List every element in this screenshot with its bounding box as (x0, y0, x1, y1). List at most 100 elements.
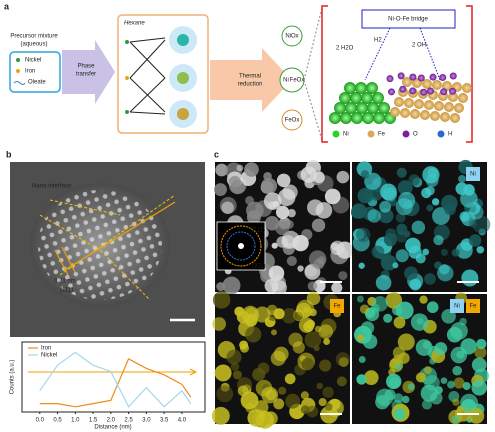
ni-atom (350, 92, 362, 104)
particle (237, 385, 249, 397)
particle (322, 386, 334, 398)
particle (474, 346, 487, 359)
ni-atom (351, 112, 363, 124)
particle (460, 393, 479, 412)
particle (385, 292, 403, 309)
particle (419, 295, 428, 304)
iron-icon (16, 69, 20, 73)
precursor-title: Precursor mixture (10, 34, 58, 40)
product-text: FeOx (285, 118, 300, 124)
particle (323, 338, 331, 345)
oleate-icon (13, 81, 26, 85)
zoom-line (303, 7, 323, 141)
x-tick-label: 0.0 (36, 418, 45, 424)
particle (434, 342, 448, 355)
step-text: Phase (77, 64, 95, 70)
particle (427, 167, 438, 179)
particle (356, 295, 364, 303)
particle (415, 372, 426, 383)
particle (245, 326, 262, 343)
o-atom (449, 72, 457, 80)
legend-text: O (413, 132, 418, 138)
product-circle (281, 25, 303, 47)
particle (336, 170, 350, 184)
particle (270, 350, 286, 366)
particle (476, 338, 487, 349)
particle (440, 377, 448, 384)
panel-label: b (6, 149, 12, 159)
particle (395, 301, 414, 320)
particle (468, 408, 485, 424)
particle (447, 380, 455, 389)
particle (382, 187, 397, 202)
particle (439, 264, 450, 275)
step-text: transfer (76, 72, 96, 78)
bridge-line (364, 27, 441, 81)
o-atom (387, 88, 395, 96)
particle (395, 212, 406, 223)
o-atom (429, 73, 437, 81)
ni-atom (345, 102, 357, 114)
fe-atom (404, 98, 414, 108)
particle (392, 354, 404, 365)
ni-atom (334, 102, 346, 114)
map-tag (466, 299, 480, 313)
fe-atom (462, 83, 472, 93)
particle (257, 362, 270, 375)
particle (264, 216, 280, 231)
panel-label: c (214, 149, 219, 159)
fe-atom (414, 99, 424, 109)
particle (230, 179, 245, 194)
map-tag-text: Ni (454, 304, 460, 310)
map-tag (466, 167, 480, 181)
particle (363, 370, 379, 385)
particle (214, 183, 227, 197)
particle (358, 356, 366, 363)
particle (270, 329, 277, 336)
particle (421, 399, 433, 410)
fe-atom (394, 97, 404, 107)
particle (433, 235, 444, 246)
particle (254, 400, 269, 415)
legend-text: Ni (343, 132, 349, 138)
particle (319, 359, 332, 372)
annotation: (111) (60, 288, 73, 294)
nickel-icon (16, 58, 20, 62)
particle (476, 245, 485, 254)
map-tag-text: Fe (469, 304, 477, 310)
fe-atom (450, 113, 460, 123)
particle (441, 194, 458, 212)
particle (325, 398, 344, 417)
particle (259, 411, 266, 418)
particle (318, 324, 333, 339)
particle (311, 218, 326, 233)
particle (359, 304, 370, 314)
particle (215, 163, 228, 177)
o-atom (420, 88, 428, 96)
particle (472, 215, 491, 234)
particle (440, 248, 448, 256)
nanoparticle-schematic (125, 26, 197, 128)
ni-atom (356, 102, 368, 114)
atom-model (329, 27, 472, 124)
particle (452, 398, 460, 406)
fe-atom (402, 77, 412, 87)
particle (351, 203, 367, 219)
ni-atom (378, 102, 390, 114)
legend-text: Fe (378, 132, 386, 138)
o-atom (409, 87, 417, 95)
particle (330, 240, 345, 256)
product-text: FeOx (290, 78, 305, 84)
particle (384, 389, 396, 401)
particle (424, 273, 436, 285)
step-text: reduction (238, 82, 263, 88)
particle (450, 346, 468, 364)
particle (416, 317, 424, 325)
solvent-text: Hexane (124, 21, 145, 27)
particle (301, 357, 314, 371)
species-text: H2 (374, 38, 382, 44)
annotation: 0.21 nm (54, 279, 76, 285)
particle (287, 208, 296, 218)
particle (385, 228, 397, 240)
